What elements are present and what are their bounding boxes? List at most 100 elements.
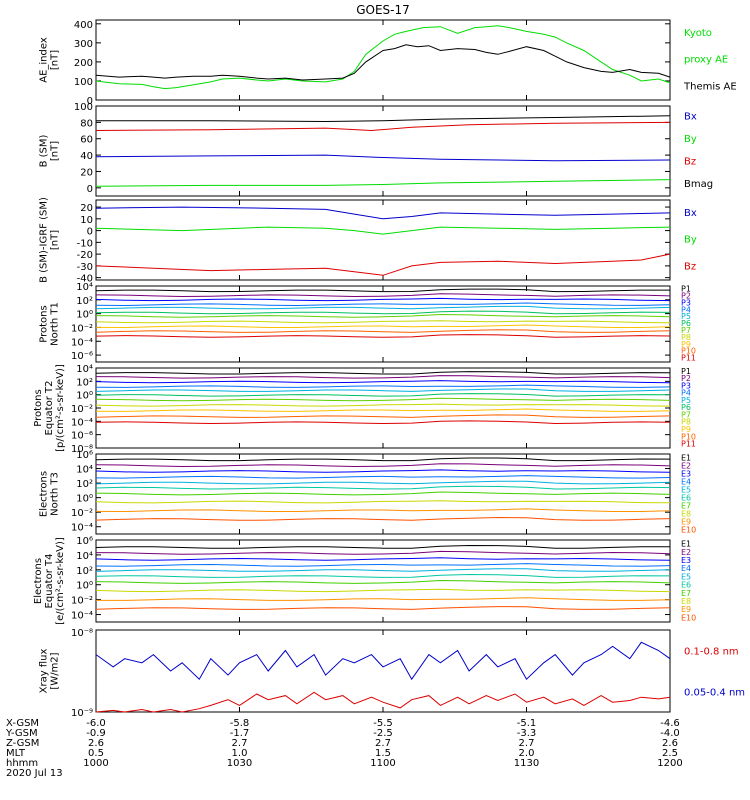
panel-frame: [95, 199, 671, 281]
y-axis-label: Electrons: [33, 558, 44, 604]
legend-e1: E1: [681, 540, 691, 549]
x-row-value: -4.0: [660, 728, 680, 739]
panel-xray: 10⁻⁸ 10⁻⁹ Xray flux [W/m2] 0.1-0.8 nm 0.05-0.…: [39, 628, 746, 719]
panel-frame: [95, 19, 671, 101]
flux-line-e7: [95, 491, 671, 496]
legend-p8: P8: [681, 418, 691, 427]
legend-p4: P4: [681, 389, 691, 398]
x-row-value: 1100: [370, 758, 395, 769]
y-tick-label: 10⁻⁴: [71, 417, 93, 428]
x-row-value: 2.7: [519, 738, 535, 749]
flux-line-p1: [95, 371, 671, 375]
flux-line-e8: [95, 588, 671, 593]
x-row-value: 2.5: [662, 748, 678, 759]
y-tick-label: 10²: [76, 377, 93, 388]
legend-item: By: [684, 134, 697, 145]
flux-line-p2: [95, 293, 671, 298]
legend-e7: E7: [681, 589, 691, 598]
legend-p3: P3: [681, 298, 691, 307]
legend-e8: E8: [681, 509, 691, 518]
legend-p5: P5: [681, 396, 691, 405]
y-axis-label: [p/(cm²-s-sr-keV)]: [55, 364, 66, 452]
y-axis-label: Electrons: [39, 471, 50, 517]
series-bmag: [96, 115, 671, 123]
y-tick-label: 10⁶: [76, 450, 93, 461]
legend-p3: P3: [681, 381, 691, 390]
y-tick-label: 400: [74, 20, 93, 31]
legend-p6: P6: [681, 403, 691, 412]
series-bz: [95, 121, 671, 132]
x-row-value: 2.7: [232, 738, 248, 749]
legend-item: proxy AE: [684, 55, 728, 66]
flux-line-e4: [95, 563, 671, 567]
legend-p10: P10: [681, 432, 696, 441]
legend-e2: E2: [681, 461, 691, 470]
y-tick-label: 80: [80, 118, 93, 129]
x-row-value: 1030: [227, 758, 252, 769]
y-tick-label: 10: [80, 215, 93, 226]
y-tick-label: -30: [77, 262, 93, 273]
legend-item: Bz: [684, 261, 696, 272]
y-axis-label: Xray flux: [39, 649, 50, 694]
x-row-value: -1.7: [230, 728, 250, 739]
date-label: 2020 Jul 13: [6, 768, 63, 779]
legend-e6: E6: [681, 493, 691, 502]
flux-line-e5: [95, 480, 671, 485]
legend-p11: P11: [681, 354, 696, 363]
y-axis-label: North T3: [50, 472, 61, 516]
flux-line-e2: [95, 550, 671, 555]
y-tick-label: 20: [80, 167, 93, 178]
x-row-value: -0.9: [86, 728, 106, 739]
flux-line-e9: [96, 597, 671, 601]
x-row-value: -4.6: [660, 718, 680, 729]
y-tick-label: 10²: [76, 566, 93, 577]
y-tick-label: 10⁶: [76, 536, 93, 547]
legend-item: Bx: [684, 112, 697, 123]
y-tick-label: 10⁻⁴: [71, 337, 93, 348]
legend-p11: P11: [681, 440, 696, 449]
flux-line-p4: [95, 384, 671, 388]
y-tick-label: 10⁴: [76, 465, 93, 476]
legend-e10: E10: [681, 613, 696, 622]
flux-line-e10: [95, 516, 671, 521]
flux-line-p5: [95, 305, 671, 310]
flux-line-e10: [95, 606, 671, 610]
y-tick-label: 10²: [76, 479, 93, 490]
y-tick-label: 10⁻⁶: [71, 431, 93, 442]
flux-line-p6: [95, 310, 671, 315]
x-row-value: 1200: [657, 758, 682, 769]
y-tick-label: 10⁻⁹: [71, 708, 93, 719]
legend-e4: E4: [681, 564, 691, 573]
flux-line-p1: [95, 288, 670, 293]
flux-line-e1: [95, 544, 670, 549]
y-axis-label: [nT]: [50, 141, 61, 161]
y-tick-label: 0: [87, 184, 93, 195]
y-tick-label: 10⁻²: [71, 404, 93, 415]
x-row-label: hhmm: [6, 758, 38, 769]
y-axis-label: Protons: [33, 389, 44, 426]
flux-line-e4: [95, 475, 671, 479]
legend-e5: E5: [681, 572, 691, 581]
y-tick-label: 10⁻²: [71, 596, 93, 607]
flux-line-e6: [95, 573, 671, 578]
y-tick-label: -10: [77, 238, 93, 249]
legend-e4: E4: [681, 477, 691, 486]
y-tick-label: 10²: [76, 296, 93, 307]
flux-line-p7: [95, 397, 671, 402]
flux-line-e7: [95, 579, 671, 584]
legend-p4: P4: [681, 305, 691, 314]
y-tick-label: 300: [74, 39, 93, 50]
flux-line-p10: [95, 329, 671, 333]
legend-p9: P9: [681, 425, 691, 434]
y-tick-label: 10⁰: [76, 391, 93, 402]
flux-line-p11: [95, 420, 671, 425]
panel-frame: [95, 629, 671, 713]
y-tick-label: 0: [87, 227, 93, 238]
panel-pe: 10⁴ 10² 10⁰ 10⁻² 10⁻⁴ 10⁻⁶ 10⁻⁸ Protons Equator …: [33, 364, 696, 455]
legend-item: By: [684, 235, 697, 246]
flux-line-e3: [95, 469, 671, 473]
x-row-value: 0.5: [88, 748, 104, 759]
y-tick-label: 10⁴: [76, 282, 93, 293]
legend-e5: E5: [681, 485, 691, 494]
